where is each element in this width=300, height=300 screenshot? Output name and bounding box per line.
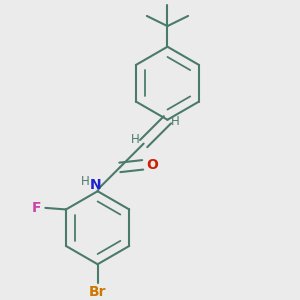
Text: H: H [80,175,89,188]
Text: H: H [131,133,140,146]
Text: Br: Br [89,285,106,299]
Text: O: O [146,158,158,172]
Text: H: H [171,115,180,128]
Text: N: N [89,178,101,193]
Text: F: F [32,201,41,215]
